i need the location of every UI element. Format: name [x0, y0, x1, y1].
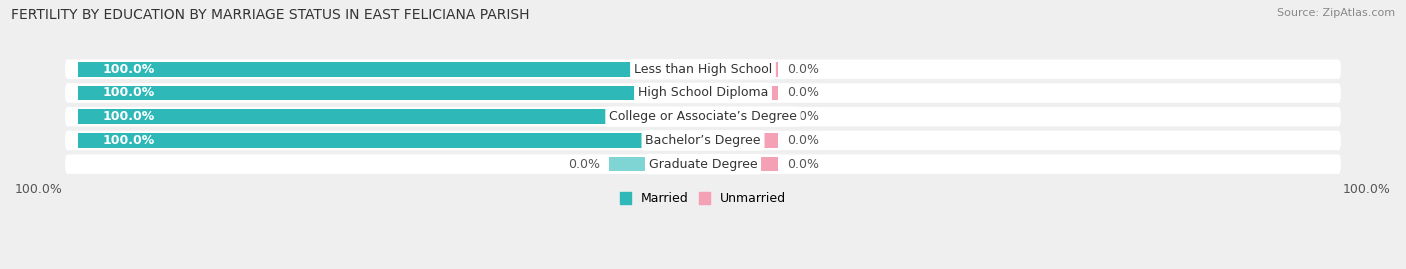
Bar — [77, 109, 703, 124]
Text: College or Associate’s Degree: College or Associate’s Degree — [609, 110, 797, 123]
Text: 0.0%: 0.0% — [568, 158, 600, 171]
Text: Graduate Degree: Graduate Degree — [648, 158, 758, 171]
Bar — [77, 133, 703, 148]
FancyBboxPatch shape — [65, 59, 1341, 79]
Bar — [77, 62, 703, 77]
Bar — [77, 86, 703, 100]
Text: 100.0%: 100.0% — [103, 63, 155, 76]
Bar — [703, 86, 778, 100]
Bar — [703, 133, 778, 148]
Bar — [703, 157, 778, 171]
Legend: Married, Unmarried: Married, Unmarried — [614, 187, 792, 210]
Text: 0.0%: 0.0% — [787, 158, 820, 171]
Text: 0.0%: 0.0% — [787, 134, 820, 147]
Bar — [703, 109, 778, 124]
Text: Source: ZipAtlas.com: Source: ZipAtlas.com — [1277, 8, 1395, 18]
Text: 0.0%: 0.0% — [787, 86, 820, 100]
Text: 100.0%: 100.0% — [103, 110, 155, 123]
Text: FERTILITY BY EDUCATION BY MARRIAGE STATUS IN EAST FELICIANA PARISH: FERTILITY BY EDUCATION BY MARRIAGE STATU… — [11, 8, 530, 22]
Text: 100.0%: 100.0% — [1343, 183, 1391, 196]
Text: 100.0%: 100.0% — [103, 134, 155, 147]
Text: Bachelor’s Degree: Bachelor’s Degree — [645, 134, 761, 147]
Text: 100.0%: 100.0% — [15, 183, 63, 196]
Text: 100.0%: 100.0% — [103, 86, 155, 100]
FancyBboxPatch shape — [65, 83, 1341, 103]
Text: 0.0%: 0.0% — [787, 63, 820, 76]
Bar — [703, 62, 778, 77]
Bar — [609, 157, 703, 171]
Text: High School Diploma: High School Diploma — [638, 86, 768, 100]
Text: Less than High School: Less than High School — [634, 63, 772, 76]
Text: 0.0%: 0.0% — [787, 110, 820, 123]
FancyBboxPatch shape — [65, 107, 1341, 126]
FancyBboxPatch shape — [65, 154, 1341, 174]
FancyBboxPatch shape — [65, 131, 1341, 150]
